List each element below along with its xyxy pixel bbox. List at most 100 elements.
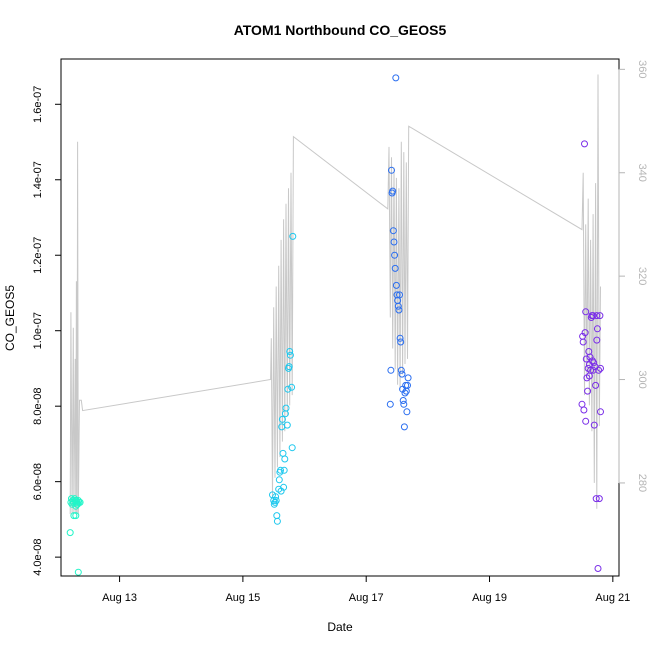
data-point bbox=[391, 264, 399, 272]
data-point bbox=[404, 381, 411, 389]
data-point bbox=[72, 502, 80, 510]
data-point bbox=[400, 400, 408, 408]
data-point bbox=[386, 400, 394, 408]
data-point bbox=[66, 529, 74, 537]
data-point bbox=[589, 357, 596, 365]
data-point bbox=[399, 397, 407, 404]
series-group bbox=[66, 495, 84, 576]
data-point bbox=[401, 389, 409, 397]
data-point bbox=[590, 421, 598, 429]
data-point bbox=[272, 497, 280, 504]
data-point bbox=[387, 366, 395, 374]
data-point bbox=[282, 404, 290, 412]
data-point bbox=[595, 366, 603, 374]
y-tick-label: 1.0e-07 bbox=[32, 312, 44, 349]
data-point bbox=[589, 312, 597, 320]
data-point bbox=[392, 281, 400, 289]
secondary-series-line bbox=[69, 74, 601, 515]
data-point bbox=[582, 417, 590, 425]
data-point bbox=[286, 348, 294, 355]
x-tick-label: Aug 19 bbox=[472, 592, 507, 604]
data-point bbox=[74, 568, 82, 576]
data-point bbox=[593, 336, 601, 344]
data-point bbox=[390, 238, 398, 246]
data-point bbox=[592, 495, 600, 503]
data-points-layer bbox=[66, 74, 604, 576]
data-point bbox=[288, 383, 296, 391]
y-right-tick-label: 360 bbox=[636, 60, 648, 78]
data-point bbox=[584, 387, 592, 395]
data-point bbox=[590, 359, 598, 367]
data-point bbox=[596, 312, 604, 320]
data-point bbox=[280, 483, 288, 491]
x-axis-label: Date bbox=[327, 620, 353, 634]
data-point bbox=[389, 227, 397, 235]
data-point bbox=[280, 466, 288, 474]
y-axis: 4.0e-08 6.0e-08 8.0e-08 1.0e-07 1.2e-07 1.4e-… bbox=[32, 86, 62, 576]
data-point bbox=[278, 415, 286, 423]
data-point bbox=[592, 381, 600, 389]
x-tick-label: Aug 21 bbox=[595, 592, 630, 604]
y-tick-label: 1.4e-07 bbox=[32, 161, 44, 198]
data-point bbox=[578, 400, 586, 408]
data-point bbox=[593, 325, 601, 333]
series-group bbox=[386, 74, 412, 431]
x-tick-label: Aug 13 bbox=[102, 592, 137, 604]
data-point bbox=[72, 512, 80, 520]
data-point bbox=[595, 495, 603, 503]
x-tick-label: Aug 15 bbox=[225, 592, 260, 604]
y-right-tick-label: 280 bbox=[636, 474, 648, 492]
data-point bbox=[593, 312, 601, 320]
data-point bbox=[392, 74, 400, 82]
altitude-line-layer bbox=[69, 74, 601, 515]
x-tick-label: Aug 17 bbox=[349, 592, 384, 604]
data-point bbox=[76, 498, 84, 506]
data-point bbox=[395, 306, 403, 314]
data-point bbox=[391, 251, 399, 259]
data-point bbox=[389, 187, 397, 195]
data-point bbox=[582, 308, 590, 316]
data-point bbox=[272, 493, 280, 501]
chart-title: ATOM1 Northbound CO_GEOS5 bbox=[234, 22, 447, 38]
data-point bbox=[581, 140, 588, 148]
series-group bbox=[578, 140, 604, 572]
data-point bbox=[597, 408, 604, 416]
data-point bbox=[281, 455, 289, 463]
data-point bbox=[285, 363, 293, 371]
data-point bbox=[396, 334, 404, 342]
data-point bbox=[402, 387, 410, 395]
y-right-tick-label: 320 bbox=[636, 267, 648, 285]
y-tick-label: 1.6e-07 bbox=[32, 86, 44, 123]
y-right-tick-label: 340 bbox=[636, 164, 648, 182]
data-point bbox=[398, 370, 406, 378]
data-point bbox=[397, 366, 405, 374]
data-point bbox=[70, 512, 78, 520]
y-right-tick-label: 300 bbox=[636, 370, 648, 388]
data-point bbox=[273, 512, 281, 520]
data-point bbox=[288, 444, 296, 452]
data-point bbox=[273, 517, 281, 525]
y-axis-label: CO_GEOS5 bbox=[3, 285, 17, 351]
y-axis-right: 280 300 320 340 360 bbox=[618, 60, 648, 492]
data-point bbox=[580, 406, 588, 414]
plot-frame bbox=[60, 58, 620, 577]
y-tick-label: 8.0e-08 bbox=[32, 388, 44, 425]
data-point bbox=[585, 372, 593, 380]
data-point bbox=[394, 302, 402, 310]
data-point bbox=[279, 449, 287, 457]
data-point bbox=[594, 565, 602, 572]
data-point bbox=[270, 497, 278, 504]
data-point bbox=[396, 291, 403, 299]
data-point bbox=[579, 338, 587, 346]
y-tick-label: 6.0e-08 bbox=[32, 463, 44, 500]
series-group bbox=[269, 232, 297, 525]
data-point bbox=[277, 466, 284, 474]
data-point bbox=[403, 408, 411, 416]
y-tick-label: 4.0e-08 bbox=[32, 538, 44, 575]
data-point bbox=[275, 476, 283, 484]
data-point bbox=[404, 374, 412, 382]
data-point bbox=[400, 423, 408, 431]
data-point bbox=[597, 364, 604, 372]
data-point bbox=[582, 355, 590, 363]
y-tick-label: 1.2e-07 bbox=[32, 237, 44, 274]
